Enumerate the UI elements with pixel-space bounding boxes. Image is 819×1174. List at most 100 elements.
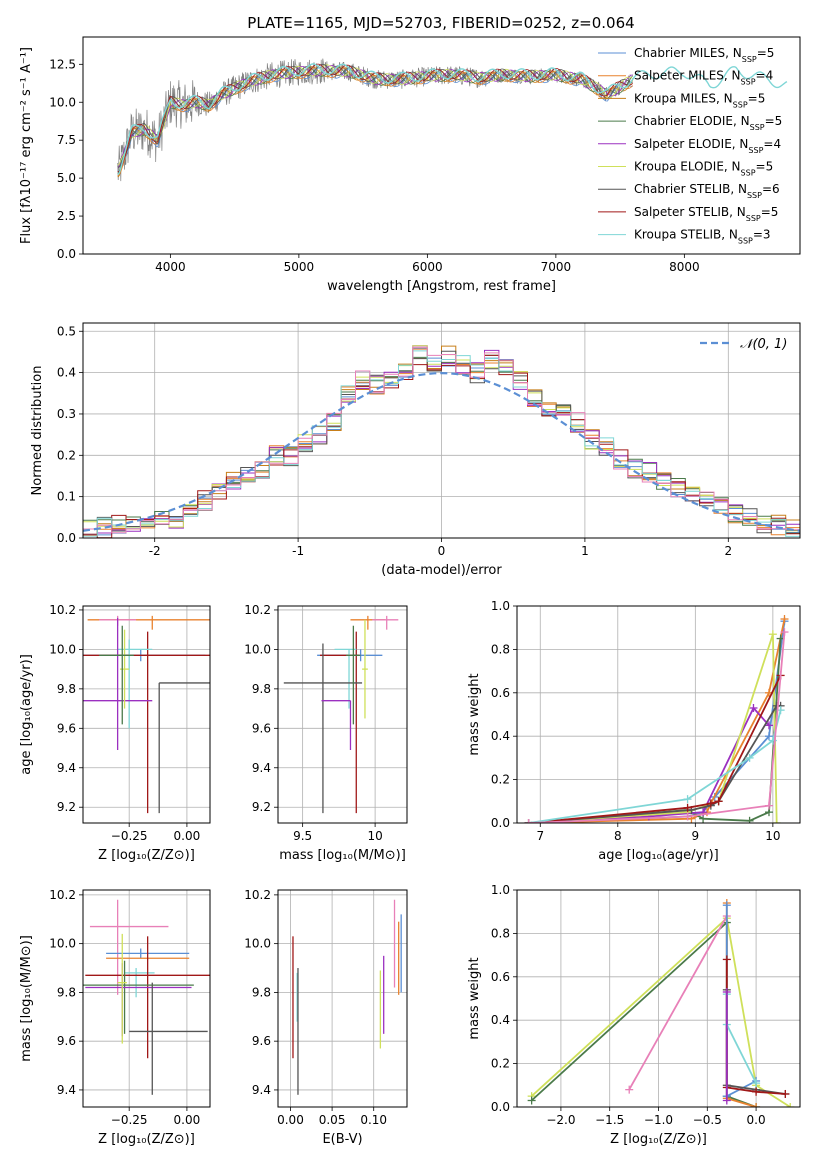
y-axis-label: mass [log₁₀(M/M⊙)] [19,935,34,1062]
y-axis-label: Normed distribution [30,366,45,496]
x-tick-label: −0.25 [111,829,148,843]
y-tick-label: 0.0 [57,531,76,545]
errorbar-kroupa-stelib [334,648,357,709]
axes-frame [82,36,801,255]
series-salpeter-elodie [722,987,731,1105]
y-tick-label: 5.0 [57,171,76,185]
x-axis-label: Z [log₁₀(Z/Z⊙)] [98,1132,195,1147]
y-tick-label: 10.2 [49,888,76,902]
x-tick-label: 0.00 [174,829,201,843]
errorbar-salpeter-stelib [83,631,210,814]
x-axis-label: mass [log₁₀(M/M⊙)] [279,848,406,863]
legend-label: Chabrier STELIB, NSSP=6 [634,182,780,200]
y-tick-label: 1.0 [491,599,510,613]
axes-frame [277,889,408,1108]
series-chabrier-miles [524,617,789,823]
x-tick-label: 8 [614,829,622,843]
y-tick-label: 10.2 [244,603,271,617]
errorbar-chabrier-elodie [99,625,134,725]
panel-Z-vs-mass: −0.25 0.00 9.4 9.6 9.8 10.0 10.2 Z [log₁₀(Z/Z⊙)… [19,888,211,1147]
y-tick-label: 0.6 [491,686,510,700]
y-tick-label: 10.0 [49,642,76,656]
y-tick-label: 9.4 [252,761,271,775]
plot-area [117,58,788,182]
errorbar-chabrier-stelib [158,682,210,814]
plot-area [292,899,402,1095]
y-tick-label: 9.8 [57,682,76,696]
y-axis-label: mass weight [467,957,482,1039]
y-tick-label: 9.4 [57,761,76,775]
y-tick-label: 12.5 [49,57,76,71]
y-tick-label: 9.6 [252,1034,271,1048]
y-axis-label: age [log₁₀(age/yr)] [19,654,34,775]
errorbar-kroupa-elodie [362,619,368,719]
y-tick-label: 9.6 [57,1034,76,1048]
errorbar-kroupa-stelib [117,639,153,729]
model-spectrum-kroupa-miles [117,66,634,178]
errorbar-chabrier-elodie [346,625,361,725]
x-axis-label: Z [log₁₀(Z/Z⊙)] [98,848,195,863]
x-tick-label: -1 [292,544,304,558]
x-tick-label: 9 [692,829,700,843]
x-tick-label: 6000 [412,260,443,274]
panels-group: 4000 5000 6000 7000 80000.02.55.07.510.012.5… [19,36,801,1147]
y-tick-label: 7.5 [57,133,76,147]
x-tick-label: 7000 [541,260,572,274]
plot-area [527,899,795,1107]
y-tick-label: 10.0 [244,937,271,951]
y-tick-label: 0.0 [57,247,76,261]
panel-spectrum: 4000 5000 6000 7000 8000 0.0 2.5 5.0 7.5 10.0 12.5… [19,36,801,294]
legend-label: Chabrier ELODIE, NSSP=5 [634,114,782,132]
series-line [528,618,786,823]
x-tick-label: -2 [149,544,161,558]
data-spectrum [117,58,631,182]
x-tick-label: 0.00 [174,1113,201,1127]
axes-frame [82,322,801,539]
x-axis-label: Z [log₁₀(Z/Z⊙)] [610,1132,707,1147]
y-tick-label: 0.0 [491,1100,510,1114]
series-line [528,633,778,823]
errorbar-chabrier-stelib [283,643,363,814]
legend-label: Chabrier MILES, NSSP=5 [634,46,774,64]
errorbar-pink [89,899,169,995]
legend-label: Salpeter MILES, NSSP=4 [634,69,773,87]
y-tick-label: 2.5 [57,209,76,223]
y-tick-label: 10.0 [49,937,76,951]
y-tick-label: 0.2 [491,773,510,787]
x-tick-label: 0.10 [360,1113,387,1127]
errorbar-kroupa-stelib [124,968,155,998]
y-axis-label: mass weight [467,673,482,755]
x-axis-label: E(B-V) [322,1132,362,1147]
x-tick-label: −0.25 [111,1113,148,1127]
y-tick-label: 10.0 [49,95,76,109]
y-tick-label: 10.0 [244,642,271,656]
series-line [530,920,757,1107]
series-kroupa-elodie [524,630,781,823]
y-tick-label: 9.2 [57,800,76,814]
axes-frame [82,889,211,1108]
x-axis-label: wavelength [Angstrom, rest frame] [327,279,556,294]
errorbar-salpeter-elodie [321,700,352,751]
axes-frame [516,605,801,824]
x-tick-label: 2 [724,544,732,558]
x-tick-label: 8000 [669,260,700,274]
x-tick-label: 0.0 [747,1113,766,1127]
errorbar-chabrier-elodie [83,960,194,1034]
y-tick-label: 0.8 [491,926,510,940]
series-line [725,994,757,1084]
errorbar-salpeter-elodie [83,617,153,751]
errorbar-pink [372,615,399,630]
errorbar-salpeter-elodie [85,963,192,1037]
histogram-salpeter-stelib [83,354,800,538]
plot-area [283,615,399,814]
y-tick-label: 0.8 [491,642,510,656]
legend-label: Kroupa MILES, NSSP=5 [634,91,765,109]
model-spectrum-kroupa-stelib [117,63,788,175]
x-tick-label: 9.5 [293,829,312,843]
figure-title: PLATE=1165, MJD=52703, FIBERID=0252, z=0… [247,14,634,32]
x-tick-label: 0.05 [319,1113,346,1127]
y-tick-label: 10.2 [244,888,271,902]
series-line [530,916,791,1107]
panel-mass-vs-age: 9.5 10 9.2 9.4 9.6 9.8 10.0 10.2 mass [log₁₀(M/M… [244,603,408,863]
